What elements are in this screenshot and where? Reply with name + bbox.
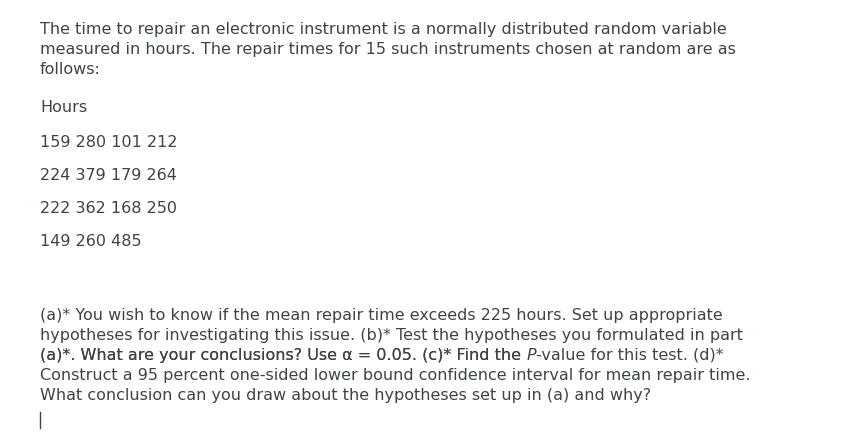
Text: Construct a 95 percent one-sided lower bound confidence interval for mean repair: Construct a 95 percent one-sided lower b… xyxy=(40,368,751,383)
Text: hypotheses for investigating this issue. (b)* Test the hypotheses you formulated: hypotheses for investigating this issue.… xyxy=(40,328,743,343)
Text: (a)* You wish to know if the mean repair time exceeds 225 hours. Set up appropri: (a)* You wish to know if the mean repair… xyxy=(40,308,723,323)
Text: What conclusion can you draw about the hypotheses set up in (a) and why?: What conclusion can you draw about the h… xyxy=(40,388,651,403)
Text: The time to repair an electronic instrument is a normally distributed random var: The time to repair an electronic instrum… xyxy=(40,22,727,37)
Text: 159 280 101 212: 159 280 101 212 xyxy=(40,135,178,150)
Text: -value for this test. (d)*: -value for this test. (d)* xyxy=(536,348,723,363)
Text: 222 362 168 250: 222 362 168 250 xyxy=(40,201,177,216)
Text: Hours: Hours xyxy=(40,100,87,115)
Text: measured in hours. The repair times for 15 such instruments chosen at random are: measured in hours. The repair times for … xyxy=(40,42,736,57)
Text: P: P xyxy=(527,348,536,363)
Text: 149 260 485: 149 260 485 xyxy=(40,234,142,249)
Text: 224 379 179 264: 224 379 179 264 xyxy=(40,168,177,183)
Text: (a)*. What are your conclusions? Use α = 0.05. (c)* Find the: (a)*. What are your conclusions? Use α =… xyxy=(40,348,527,363)
Text: (a)*. What are your conclusions? Use α = 0.05. (c)* Find the: (a)*. What are your conclusions? Use α =… xyxy=(40,348,527,363)
Text: follows:: follows: xyxy=(40,62,100,77)
